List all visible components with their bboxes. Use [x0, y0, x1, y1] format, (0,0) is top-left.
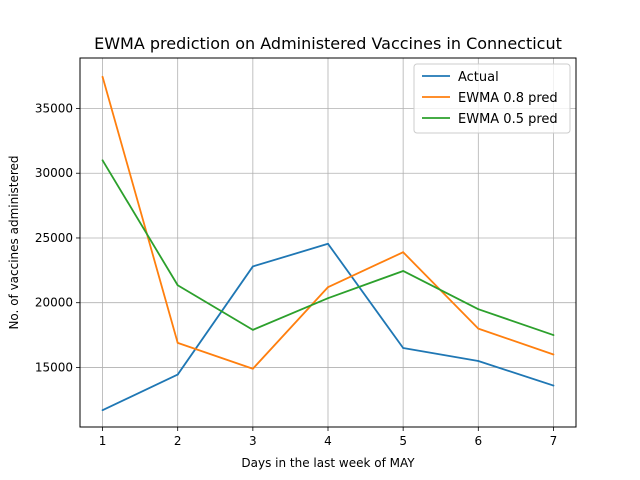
data-point [101, 159, 104, 162]
data-point [251, 367, 254, 370]
tick-layer: 1 2 3 4 5 6 7 15000 20000 25000 30000 35000 [35, 101, 557, 448]
chart-title: EWMA prediction on Administered Vaccines… [94, 34, 562, 53]
series-layer [101, 75, 555, 412]
data-point [477, 327, 480, 330]
legend: Actual EWMA 0.8 pred EWMA 0.5 pred [413, 63, 571, 134]
data-point [552, 353, 555, 356]
y-tick-label: 35000 [35, 101, 73, 115]
x-tick-label: 2 [174, 434, 182, 448]
data-point [101, 409, 104, 412]
x-tick-label: 5 [399, 434, 407, 448]
data-point [251, 328, 254, 331]
data-point [176, 341, 179, 344]
data-point [176, 284, 179, 287]
x-tick-label: 1 [99, 434, 107, 448]
x-tick-label: 7 [550, 434, 558, 448]
legend-label: EWMA 0.8 pred [458, 91, 558, 106]
y-tick-label: 20000 [35, 296, 73, 310]
data-point [176, 373, 179, 376]
data-point [251, 265, 254, 268]
data-point [477, 360, 480, 362]
data-point [327, 286, 329, 289]
legend-label: EWMA 0.5 pred [458, 112, 558, 127]
legend-box [413, 63, 571, 134]
data-point [402, 270, 405, 272]
y-tick-label: 15000 [35, 360, 73, 374]
x-axis-label: Days in the last week of MAY [241, 456, 415, 470]
data-point [101, 75, 104, 78]
grid-layer [80, 58, 576, 427]
y-axis-label: No. of vaccines administered [7, 155, 21, 329]
data-point [552, 384, 555, 387]
x-tick-label: 4 [324, 434, 332, 448]
legend-label: Actual [458, 70, 499, 85]
data-point [552, 334, 555, 336]
x-tick-label: 6 [474, 434, 482, 448]
data-point [477, 308, 480, 311]
data-point [402, 347, 405, 349]
data-point [402, 251, 405, 254]
data-point [327, 297, 329, 300]
y-tick-label: 25000 [35, 231, 73, 245]
y-tick-label: 30000 [35, 166, 73, 180]
x-tick-label: 3 [249, 434, 257, 448]
data-point [327, 242, 329, 245]
